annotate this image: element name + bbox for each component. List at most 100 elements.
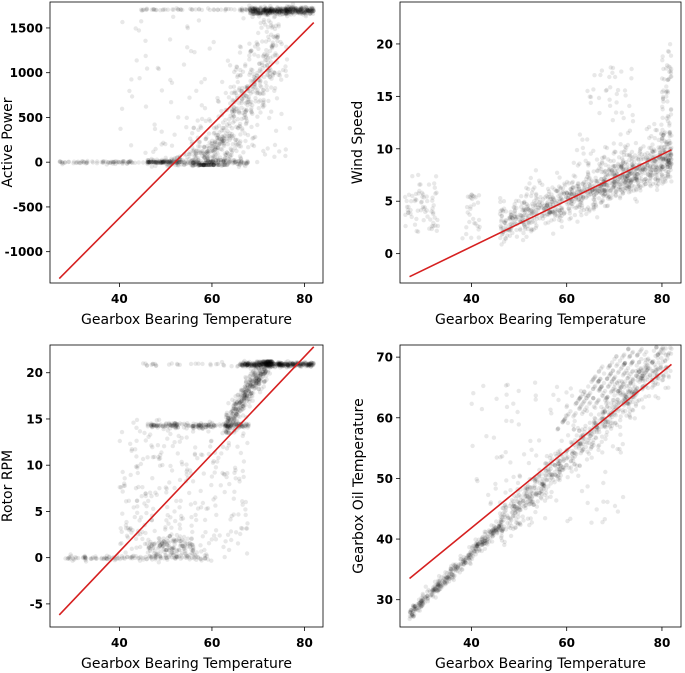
scatter-point: [139, 8, 145, 13]
scatter-point: [155, 443, 161, 448]
scatter-point: [62, 160, 68, 165]
scatter-point: [167, 161, 173, 166]
scatter-point: [143, 38, 148, 43]
scatter-point: [189, 536, 194, 542]
scatter-point: [203, 162, 208, 168]
scatter-point: [223, 162, 228, 168]
scatter-point: [237, 154, 243, 159]
scatter-point: [198, 162, 204, 168]
scatter-point: [607, 194, 612, 200]
scatter-point: [191, 159, 196, 165]
scatter-point: [273, 43, 279, 48]
scatter-point: [115, 159, 121, 164]
scatter-point: [190, 148, 195, 154]
y-tick-label: -5: [30, 597, 43, 611]
scatter-point: [261, 17, 267, 23]
scatter-point: [199, 7, 205, 13]
scatter-point: [258, 78, 263, 84]
scatter-point: [233, 159, 238, 164]
scatter-point: [529, 193, 534, 199]
scatter-point: [240, 128, 245, 133]
scatter-point: [127, 159, 132, 164]
scatter-point: [523, 194, 529, 199]
scatter-point: [244, 7, 249, 12]
scatter-point: [287, 126, 292, 131]
scatter-point: [110, 159, 115, 165]
scatter-point: [660, 94, 666, 100]
scatter-point: [256, 30, 261, 36]
scatter-point: [548, 210, 553, 215]
scatter-point: [165, 159, 171, 165]
scatter-point: [257, 67, 263, 72]
scatter-point: [659, 76, 665, 81]
scatter-point: [197, 144, 203, 149]
scatter-point: [193, 162, 198, 168]
scatter-point: [146, 160, 151, 165]
scatter-point: [211, 39, 216, 45]
scatter-point: [175, 162, 180, 168]
scatter-point: [596, 95, 602, 101]
scatter-point: [227, 133, 232, 139]
scatter-point: [101, 159, 107, 164]
scatter-point: [614, 100, 619, 105]
scatter-point: [189, 161, 194, 166]
scatter-point: [203, 530, 208, 535]
scatter-point: [173, 156, 178, 161]
scatter-point: [225, 150, 230, 155]
scatter-point: [222, 489, 227, 495]
scatter-point: [192, 160, 197, 166]
scatter-point: [243, 121, 249, 127]
scatter-point: [149, 443, 154, 448]
scatter-point: [419, 199, 424, 204]
scatter-point: [148, 158, 153, 163]
scatter-point: [151, 160, 156, 165]
scatter-point: [234, 93, 240, 98]
scatter-point: [668, 107, 674, 113]
scatter-point: [271, 34, 276, 39]
scatter-point: [194, 159, 199, 164]
scatter-point: [127, 88, 132, 94]
scatter-point: [211, 162, 217, 168]
y-tick-label: 1500: [10, 21, 43, 35]
scatter-point: [209, 474, 215, 479]
scatter-point: [232, 69, 237, 75]
scatter-point: [242, 107, 247, 112]
scatter-point: [667, 69, 672, 74]
scatter-point: [558, 185, 563, 190]
scatter-point: [188, 502, 194, 507]
scatter-point: [577, 132, 583, 137]
scatter-point: [218, 159, 224, 165]
scatter-point: [143, 361, 148, 366]
scatter-point: [579, 213, 584, 218]
scatter-point: [497, 211, 503, 217]
scatter-point: [149, 164, 154, 169]
scatter-point: [143, 104, 149, 109]
scatter-point: [232, 105, 237, 110]
scatter-point: [417, 188, 422, 194]
scatter-point: [238, 73, 243, 78]
scatter-point: [240, 526, 245, 531]
scatter-point: [227, 160, 233, 165]
scatter-point: [154, 159, 159, 164]
scatter-point: [641, 405, 646, 410]
scatter-point: [205, 6, 211, 11]
scatter-point: [230, 112, 236, 117]
scatter-point: [77, 160, 82, 165]
scatter-point: [215, 138, 220, 143]
scatter-point: [637, 185, 643, 190]
scatter-point: [205, 162, 210, 168]
fit-line-wind-speed: [409, 149, 672, 278]
scatter-point: [595, 215, 600, 220]
scatter-point: [193, 151, 198, 156]
y-tick-label: 0: [35, 156, 43, 170]
scatter-point: [227, 63, 233, 68]
scatter-point: [157, 160, 162, 165]
scatter-point: [469, 235, 474, 240]
scatter-point: [73, 555, 78, 560]
scatter-point: [476, 217, 482, 223]
scatter-point: [143, 491, 148, 496]
scatter-point: [633, 196, 638, 202]
scatter-point: [188, 160, 193, 165]
scatter-point: [631, 188, 636, 193]
scatter-point: [188, 136, 193, 141]
